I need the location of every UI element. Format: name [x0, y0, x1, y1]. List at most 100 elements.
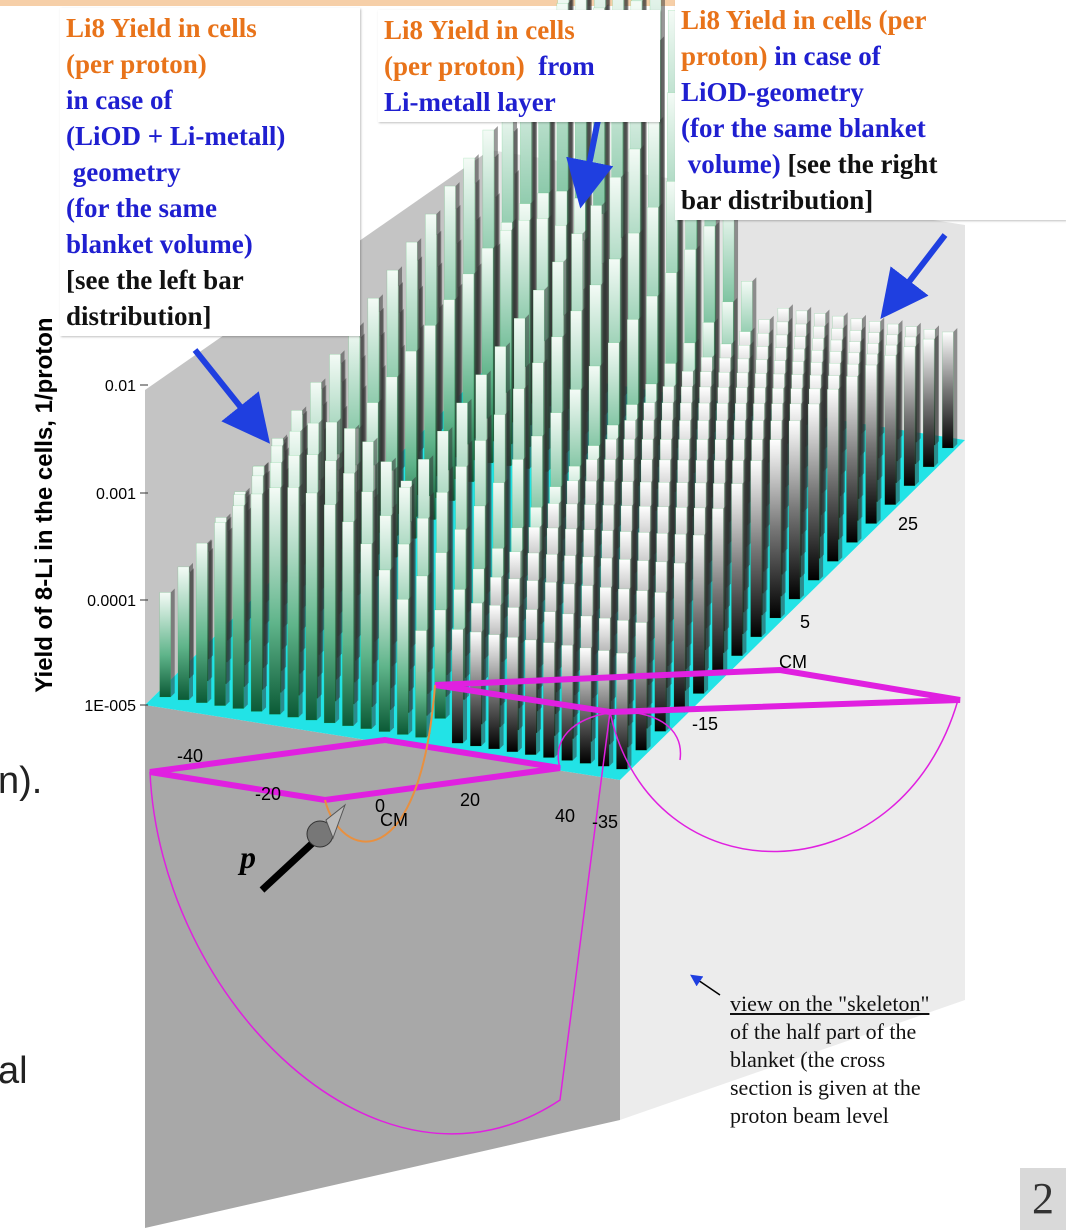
bar	[636, 622, 647, 750]
annotation-text: LiOD-geometry	[681, 77, 864, 107]
bar-side	[647, 618, 651, 750]
bar	[233, 506, 244, 709]
bar-side	[536, 636, 540, 755]
bar-side	[280, 484, 284, 715]
annotation-text: (for the same blanket	[681, 113, 926, 143]
note-line: section is given at the	[730, 1074, 929, 1102]
y-tick-label: 0.0001	[87, 593, 136, 610]
annotation-line: blanket volume)	[66, 226, 354, 262]
bar-side	[723, 504, 727, 674]
bar	[693, 535, 704, 693]
bar	[885, 355, 896, 504]
bar-side	[953, 328, 957, 448]
bar	[397, 599, 408, 734]
note-line: of the half part of the	[730, 1018, 929, 1046]
bar-side	[481, 628, 485, 746]
bar-side	[171, 588, 175, 697]
annotation-text: distribution]	[66, 301, 212, 331]
bar-side	[408, 595, 412, 734]
annotation-text: geometry	[66, 157, 181, 187]
annotation-text: (per proton)	[66, 49, 207, 79]
z-axis-label: CM	[779, 652, 807, 672]
annotation-line: (per proton) from	[384, 48, 654, 84]
annotation: Li8 Yield in cells(per proton) in case of…	[60, 8, 360, 336]
bar-side	[390, 566, 394, 732]
annotation-text: [see the right	[781, 149, 938, 179]
bar	[324, 505, 335, 723]
x-tick-label: 0	[375, 796, 385, 816]
y-tick-label: 0.01	[105, 378, 136, 395]
bar-side	[685, 559, 689, 712]
bar-side	[762, 457, 766, 637]
bar	[731, 484, 742, 656]
bar	[361, 544, 372, 729]
bar-side	[353, 518, 357, 726]
bar	[178, 567, 189, 700]
y-axis-label: Yield of 8-Li in the cells, 1/proton	[31, 317, 58, 692]
bar	[160, 592, 171, 697]
bar-side	[299, 483, 303, 717]
bar	[269, 488, 280, 715]
bar-side	[838, 385, 842, 561]
z-tick-label: 5	[800, 612, 810, 632]
annotation-line: Li8 Yield in cells	[66, 10, 354, 46]
annotation-line: [see the left bar	[66, 262, 354, 298]
annotation-line: proton) in case of	[681, 38, 1060, 74]
bar-side	[609, 646, 613, 766]
bar-side	[896, 351, 900, 504]
annotation-line: (per proton)	[66, 46, 354, 82]
y-tick-label: 0.001	[96, 486, 136, 503]
bar-side	[591, 644, 595, 763]
annotation-text: proton)	[681, 41, 768, 71]
bar	[751, 461, 762, 637]
bar-side	[426, 627, 430, 738]
annotation-text: in case of	[66, 85, 172, 115]
annotation-line: (for the same blanket	[681, 110, 1060, 146]
page: Yield of 8-Li in the cells, 1/proton CM …	[0, 0, 1066, 1230]
annotation-line: Li8 Yield in cells (per	[681, 2, 1060, 38]
bar	[674, 563, 685, 712]
bar-side	[189, 563, 193, 700]
bar-side	[244, 502, 248, 709]
annotation-text: [see the left bar	[66, 265, 244, 295]
bar-side	[877, 361, 881, 523]
bar	[904, 347, 915, 486]
note-line: proton beam level	[730, 1102, 929, 1130]
note-line: view on the "skeleton"	[730, 990, 929, 1018]
annotation-line: (for the same	[66, 190, 354, 226]
annotation-text: (LiOD + Li-metall)	[66, 121, 285, 151]
annotation-text: bar distribution]	[681, 185, 873, 215]
x-tick-label: 40	[555, 806, 575, 826]
bar	[196, 543, 207, 703]
bar-side	[704, 531, 708, 693]
bar-side	[500, 631, 504, 749]
annotation-text: (for the same	[66, 193, 217, 223]
bar	[379, 570, 390, 732]
beam-label: p	[237, 839, 256, 875]
x-tick-label: -40	[177, 746, 203, 766]
annotation-line: geometry	[66, 154, 354, 190]
bar	[827, 389, 838, 561]
bar-side	[226, 518, 230, 705]
annotation-line: volume) [see the right	[681, 146, 1060, 182]
bar-side	[518, 633, 522, 751]
skeleton-note: view on the "skeleton"of the half part o…	[730, 990, 929, 1130]
x-tick-label: -20	[255, 784, 281, 804]
annotation-text: from	[525, 51, 595, 81]
annotation-text: in case of	[768, 41, 881, 71]
annotation-line: (LiOD + Li-metall)	[66, 118, 354, 154]
bar	[808, 404, 819, 580]
annotation-text: volume)	[681, 149, 781, 179]
annotation-line: Li8 Yield in cells	[384, 12, 654, 48]
bar	[288, 487, 299, 717]
bar	[712, 508, 723, 674]
z-tick-label: -35	[592, 812, 618, 832]
bar-side	[446, 606, 450, 719]
annotation-text: blanket volume)	[66, 229, 253, 259]
annotation-text: Li8 Yield in cells (per	[681, 5, 926, 35]
bar	[846, 376, 857, 542]
bar	[306, 493, 317, 720]
x-tick-label: 20	[460, 790, 480, 810]
bar	[435, 610, 446, 719]
